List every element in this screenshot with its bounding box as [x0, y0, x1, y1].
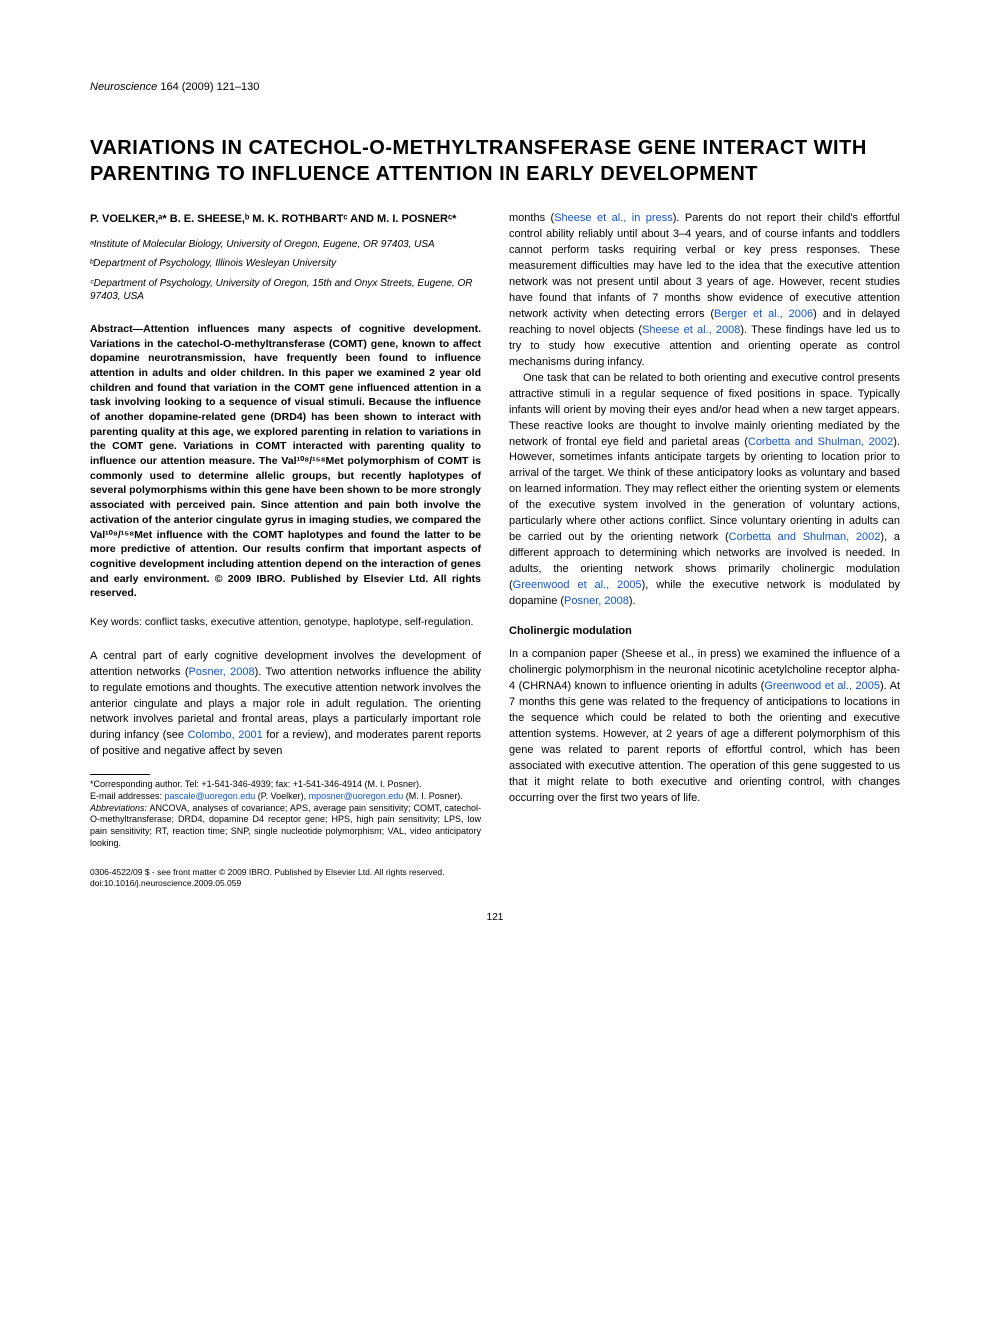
email-link[interactable]: mposner@uoregon.edu: [309, 791, 404, 801]
citation-link[interactable]: Corbetta and Shulman, 2002: [729, 531, 881, 543]
citation-link[interactable]: Corbetta and Shulman, 2002: [748, 436, 893, 448]
abstract-text: Attention influences many aspects of cog…: [90, 323, 481, 599]
citation-link[interactable]: Greenwood et al., 2005: [764, 680, 880, 692]
abstract-block: Abstract—Attention influences many aspec…: [90, 322, 481, 601]
section-heading-cholinergic: Cholinergic modulation: [509, 624, 900, 639]
left-paragraph-1: A central part of early cognitive develo…: [90, 649, 481, 761]
abstract-label: Abstract—: [90, 323, 143, 335]
citation-link[interactable]: Sheese et al., in press: [554, 212, 673, 224]
affiliation-c: ᶜDepartment of Psychology, University of…: [90, 277, 481, 304]
page-number: 121: [90, 911, 900, 925]
citation-link[interactable]: Colombo, 2001: [188, 729, 263, 741]
two-column-layout: P. VOELKER,ᵃ* B. E. SHEESE,ᵇ M. K. ROTHB…: [90, 211, 900, 849]
citation-link[interactable]: Sheese et al., 2008: [642, 324, 740, 336]
journal-name: Neuroscience: [90, 81, 157, 93]
corresponding-footnote: *Corresponding author. Tel: +1-541-346-4…: [90, 779, 481, 791]
section1-body: In a companion paper (Sheese et al., in …: [509, 647, 900, 806]
right-paragraph-1: months (Sheese et al., in press). Parent…: [509, 211, 900, 370]
article-title: VARIATIONS IN CATECHOL-O-METHYLTRANSFERA…: [90, 135, 900, 187]
right-column: months (Sheese et al., in press). Parent…: [509, 211, 900, 849]
copyright-line: 0306-4522/09 $ - see front matter © 2009…: [90, 867, 900, 878]
abbreviations-footnote: Abbreviations: ANCOVA, analyses of covar…: [90, 803, 481, 850]
journal-issue: 164 (2009) 121–130: [160, 81, 259, 93]
doi-line: doi:10.1016/j.neuroscience.2009.05.059: [90, 878, 900, 889]
journal-header: Neuroscience 164 (2009) 121–130: [90, 80, 900, 95]
keywords: Key words: conflict tasks, executive att…: [90, 615, 481, 631]
footnote-separator: [90, 774, 150, 775]
right-body-text: months (Sheese et al., in press). Parent…: [509, 211, 900, 609]
citation-link[interactable]: Greenwood et al., 2005: [513, 579, 642, 591]
citation-link[interactable]: Posner, 2008: [564, 595, 629, 607]
section1-paragraph-1: In a companion paper (Sheese et al., in …: [509, 647, 900, 806]
email-link[interactable]: pascale@uoregon.edu: [165, 791, 256, 801]
left-column: P. VOELKER,ᵃ* B. E. SHEESE,ᵇ M. K. ROTHB…: [90, 211, 481, 849]
left-body-text: A central part of early cognitive develo…: [90, 649, 481, 761]
citation-link[interactable]: Berger et al., 2006: [714, 308, 813, 320]
email-footnote: E-mail addresses: pascale@uoregon.edu (P…: [90, 791, 481, 803]
copyright-footer: 0306-4522/09 $ - see front matter © 2009…: [90, 867, 900, 889]
citation-link[interactable]: Posner, 2008: [189, 666, 255, 678]
author-list: P. VOELKER,ᵃ* B. E. SHEESE,ᵇ M. K. ROTHB…: [90, 211, 481, 228]
right-paragraph-2: One task that can be related to both ori…: [509, 371, 900, 610]
affiliation-a: ᵃInstitute of Molecular Biology, Univers…: [90, 238, 481, 252]
affiliation-b: ᵇDepartment of Psychology, Illinois Wesl…: [90, 257, 481, 271]
